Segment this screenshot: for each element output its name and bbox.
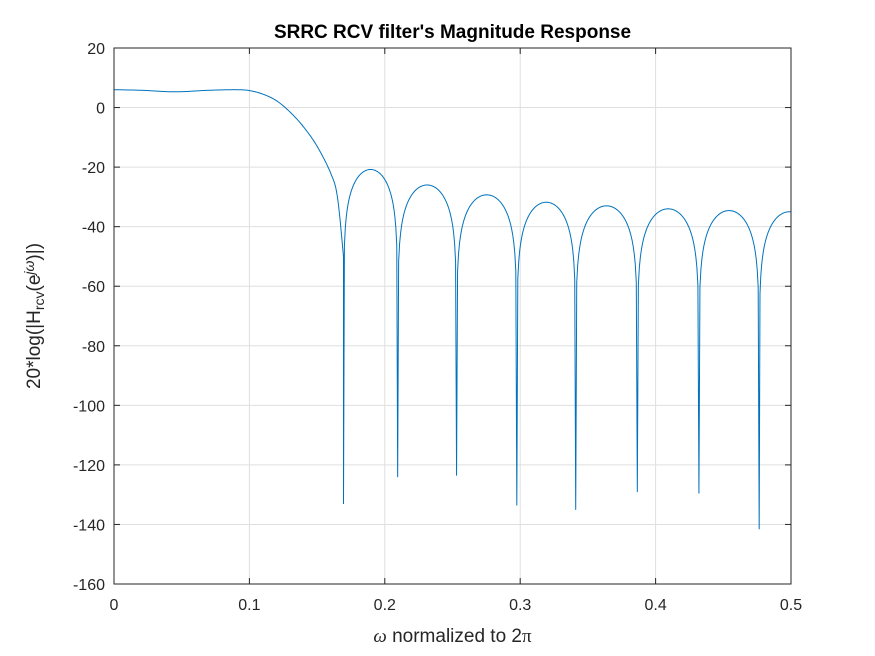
x-tick-label: 0.1 xyxy=(238,597,260,614)
y-label-subscript: rcv xyxy=(31,291,47,310)
x-tick-label: 0.4 xyxy=(644,597,666,614)
ticks: 0 0.1 0.2 0.3 0.4 0.5 20 0 -20 -40 -60 -80 -100 -120 -… xyxy=(73,41,802,614)
x-label-pi: π xyxy=(522,626,532,647)
axes-box xyxy=(113,47,792,585)
y-label-mid: (e xyxy=(24,275,45,292)
grid xyxy=(114,48,791,584)
x-tick-label: 0 xyxy=(110,597,119,614)
y-label-superscript: jω xyxy=(21,260,37,276)
y-tick-label: -140 xyxy=(73,517,105,534)
y-tick-label: -20 xyxy=(82,160,105,177)
y-tick-label: -160 xyxy=(73,577,105,594)
y-axis-label: 20*log(|Hrcv(ejω)|) xyxy=(21,243,47,389)
magnitude-response-line xyxy=(113,89,792,530)
y-tick-label: -80 xyxy=(82,339,105,356)
x-label-omega: ω xyxy=(373,626,386,647)
y-tick-label: -120 xyxy=(73,458,105,475)
x-tick-label: 0.5 xyxy=(780,597,802,614)
plot-area xyxy=(114,48,791,584)
y-tick-label: -40 xyxy=(82,220,105,237)
x-tick-label: 0.3 xyxy=(509,597,531,614)
y-tick-label: 0 xyxy=(96,101,105,118)
x-label-text: normalized to 2 xyxy=(387,626,522,647)
data-layer xyxy=(113,89,792,530)
y-label-suffix: )|) xyxy=(24,243,45,261)
y-tick-label: 20 xyxy=(87,41,105,58)
y-label-prefix: 20*log(|H xyxy=(24,310,45,389)
y-tick-label: -100 xyxy=(73,398,105,415)
x-axis-label: ω normalized to 2π xyxy=(373,626,532,647)
chart-title: SRRC RCV filter's Magnitude Response xyxy=(274,22,631,43)
x-tick-label: 0.2 xyxy=(374,597,396,614)
y-tick-label: -60 xyxy=(82,279,105,296)
